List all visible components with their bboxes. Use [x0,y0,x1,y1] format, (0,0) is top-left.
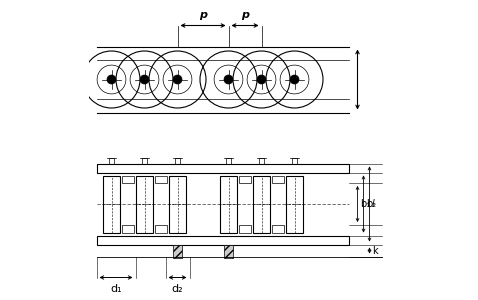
Text: b₂: b₂ [366,199,376,209]
Bar [272,176,284,183]
Text: d₁: d₁ [110,284,122,294]
Text: p: p [241,10,249,20]
Bar [292,158,297,164]
Bar [286,176,303,232]
Text: l: l [372,199,375,209]
Bar [122,176,134,183]
Circle shape [224,75,233,84]
Circle shape [140,75,149,84]
Bar [155,225,167,232]
Bar [155,176,167,183]
Bar [272,225,284,232]
Bar [224,244,233,258]
Bar [239,225,251,232]
Bar [253,176,270,232]
Bar [226,158,231,164]
Bar [169,176,186,232]
Circle shape [107,75,116,84]
Circle shape [290,75,299,84]
Bar [142,158,147,164]
Bar [97,236,348,244]
Bar [136,176,153,232]
Bar [97,164,348,172]
Circle shape [257,75,266,84]
Bar [173,244,182,258]
Text: p: p [199,10,207,20]
Bar [259,158,264,164]
Text: k: k [372,245,378,256]
Text: d₂: d₂ [172,284,183,294]
Circle shape [173,75,182,84]
Bar [122,225,134,232]
Bar [175,158,180,164]
Bar [103,176,120,232]
Bar [239,176,251,183]
Text: b₁: b₁ [360,199,370,209]
Bar [109,158,114,164]
Bar [220,176,237,232]
